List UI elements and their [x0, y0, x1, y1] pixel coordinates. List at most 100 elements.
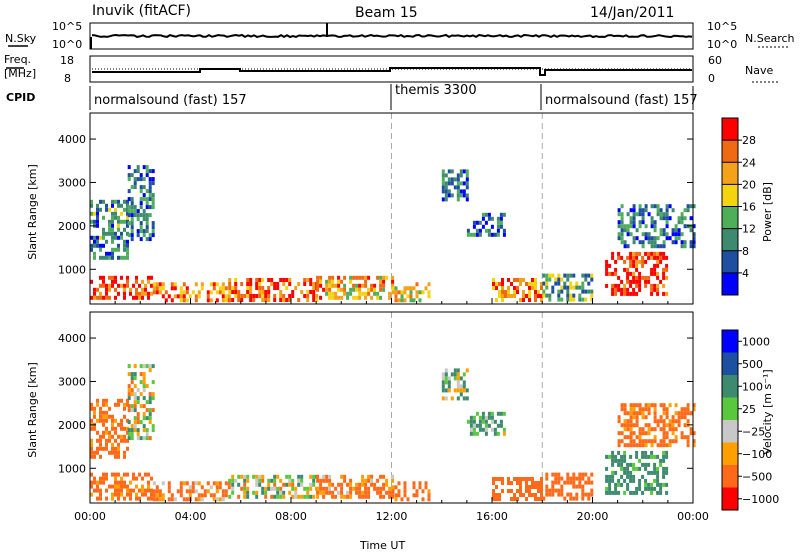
data-cell	[152, 286, 156, 291]
data-cell	[276, 286, 280, 290]
data-cell	[614, 490, 618, 495]
data-cell	[650, 287, 654, 292]
data-cell	[108, 450, 111, 455]
data-cell	[203, 489, 207, 494]
data-cell	[144, 291, 147, 296]
data-cell	[629, 263, 633, 268]
colorbar-frame	[721, 329, 739, 511]
data-cell	[444, 197, 448, 202]
data-cell	[114, 402, 117, 407]
data-cell	[441, 380, 445, 385]
data-cell	[111, 283, 114, 288]
data-cell	[173, 286, 177, 291]
data-cell	[444, 380, 448, 385]
data-cell	[665, 466, 669, 471]
data-cell	[148, 436, 152, 441]
data-cell	[234, 282, 238, 286]
data-cell	[551, 484, 555, 489]
data-cell	[492, 497, 495, 501]
data-cell	[151, 177, 155, 182]
data-cell	[111, 275, 114, 280]
data-cell	[319, 482, 323, 487]
data-cell	[367, 490, 371, 495]
data-cell	[632, 403, 636, 408]
data-cell	[647, 240, 651, 245]
data-cell	[418, 485, 422, 490]
data-cell	[135, 484, 138, 489]
data-cell	[114, 235, 117, 240]
data-cell	[418, 290, 422, 295]
data-cell	[629, 279, 633, 284]
data-cell	[291, 290, 295, 294]
data-cell	[441, 181, 445, 186]
data-cell	[638, 443, 642, 448]
data-cell	[447, 181, 451, 186]
data-cell	[142, 424, 146, 429]
colorbar-tick-label: 28	[742, 134, 756, 147]
data-cell	[382, 275, 386, 280]
data-cell	[352, 486, 356, 491]
data-cell	[644, 236, 648, 241]
data-cell	[653, 228, 657, 233]
data-cell	[358, 283, 362, 288]
data-cell	[102, 243, 105, 248]
data-cell	[139, 197, 143, 202]
data-cell	[466, 232, 470, 237]
data-cell	[641, 407, 645, 412]
data-cell	[161, 497, 165, 502]
data-cell	[611, 287, 615, 292]
data-cell	[145, 189, 149, 194]
data-cell	[114, 480, 117, 485]
data-cell	[659, 212, 663, 217]
data-cell	[282, 282, 286, 286]
data-cell	[528, 294, 531, 298]
data-cell	[560, 484, 564, 489]
data-cell	[641, 259, 645, 264]
data-cell	[96, 450, 99, 455]
data-cell	[141, 291, 144, 296]
data-cell	[96, 402, 99, 407]
data-cell	[427, 282, 431, 287]
data-cell	[90, 235, 93, 240]
data-cell	[528, 485, 531, 489]
data-cell	[316, 474, 320, 479]
data-cell	[551, 273, 555, 278]
data-cell	[126, 243, 129, 248]
data-cell	[493, 232, 497, 237]
cpid-strip: CPID normalsound (fast) 157 themis 3300 …	[6, 83, 698, 110]
data-cell	[129, 488, 132, 493]
data-cell	[346, 482, 350, 487]
data-cell	[472, 423, 476, 428]
data-cell	[148, 416, 152, 421]
data-cell	[150, 476, 153, 481]
data-cell	[650, 220, 654, 225]
cpid-segment-3: normalsound (fast) 157	[545, 93, 698, 108]
data-cell	[90, 492, 93, 497]
data-cell	[151, 225, 155, 230]
data-cell	[644, 415, 648, 420]
data-cell	[273, 298, 277, 302]
data-cell	[647, 236, 651, 241]
data-cell	[246, 474, 250, 479]
data-cell	[117, 203, 120, 208]
data-cell	[188, 493, 192, 498]
data-cell	[152, 481, 156, 486]
data-cell	[96, 480, 99, 485]
data-cell	[578, 285, 582, 290]
data-cell	[155, 282, 159, 287]
data-cell	[120, 231, 123, 236]
data-cell	[469, 419, 473, 424]
data-cell	[224, 481, 228, 486]
data-cell	[105, 442, 108, 447]
data-cell	[499, 220, 503, 225]
data-cell	[629, 407, 633, 412]
data-cell	[421, 489, 425, 494]
data-cell	[108, 275, 111, 280]
data-cell	[133, 424, 137, 429]
data-cell	[148, 420, 152, 425]
data-cell	[581, 273, 585, 278]
data-cell	[490, 415, 494, 420]
data-cell	[447, 376, 451, 381]
data-cell	[611, 474, 615, 479]
data-cell	[644, 283, 648, 288]
